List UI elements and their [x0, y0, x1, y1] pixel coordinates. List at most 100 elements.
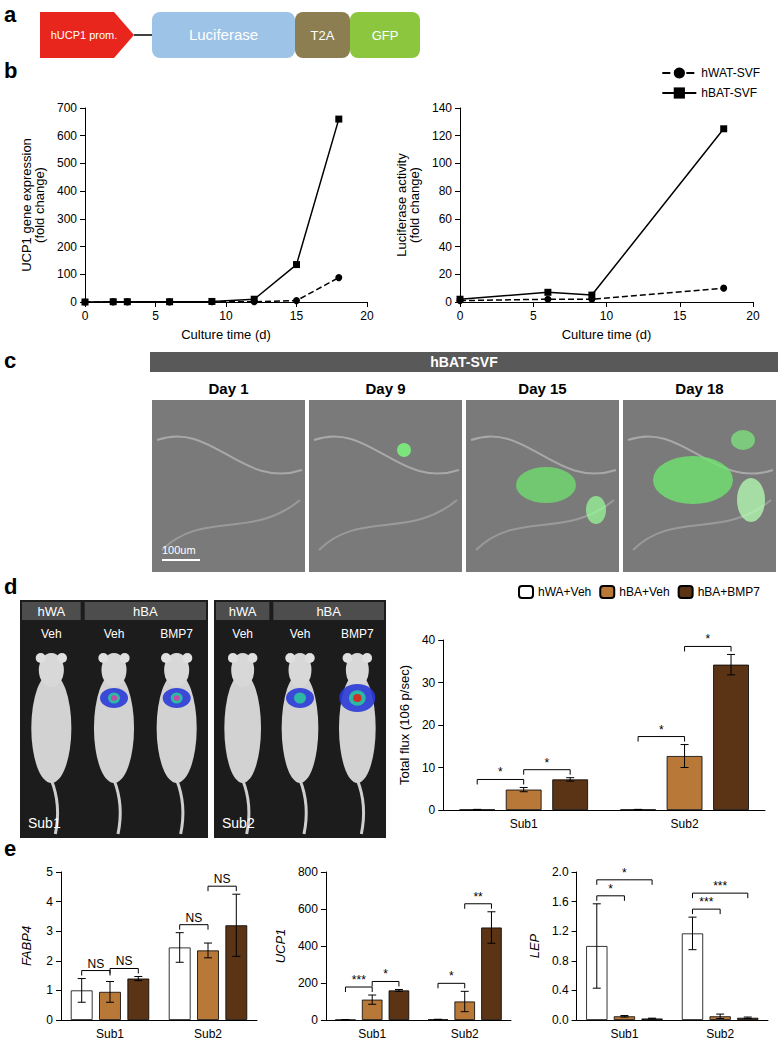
svg-text:hBAT-SVF: hBAT-SVF [430, 354, 498, 370]
svg-text:NS: NS [116, 954, 133, 968]
svg-text:30: 30 [422, 676, 436, 690]
svg-text:0: 0 [70, 295, 77, 309]
svg-text:hBA: hBA [316, 604, 341, 619]
svg-text:BMP7: BMP7 [341, 627, 374, 641]
svg-text:Day 15: Day 15 [518, 380, 566, 397]
svg-text:*: * [383, 967, 388, 981]
svg-text:*: * [705, 632, 710, 646]
svg-text:NS: NS [186, 911, 203, 925]
svg-text:4: 4 [46, 895, 53, 909]
svg-text:hWA: hWA [229, 604, 257, 619]
svg-text:d: d [4, 574, 17, 599]
svg-text:300: 300 [57, 212, 77, 226]
svg-text:5: 5 [152, 309, 159, 323]
svg-text:0: 0 [429, 803, 436, 817]
svg-text:0.0: 0.0 [552, 1013, 569, 1027]
svg-text:Sub2: Sub2 [194, 1027, 222, 1041]
svg-text:3: 3 [46, 924, 53, 938]
svg-text:0: 0 [445, 295, 452, 309]
svg-text:Veh: Veh [290, 627, 311, 641]
svg-text:10: 10 [600, 309, 614, 323]
svg-text:Sub2: Sub2 [671, 817, 699, 831]
svg-text:100: 100 [57, 267, 77, 281]
svg-text:60: 60 [439, 212, 453, 226]
svg-text:1.6: 1.6 [552, 895, 569, 909]
svg-text:1.2: 1.2 [552, 924, 569, 938]
svg-text:Sub2: Sub2 [222, 815, 255, 831]
svg-text:0: 0 [82, 309, 89, 323]
svg-text:20: 20 [439, 267, 453, 281]
svg-text:*: * [622, 866, 627, 880]
svg-text:0: 0 [311, 1013, 318, 1027]
svg-text:20: 20 [746, 309, 760, 323]
svg-text:Sub1: Sub1 [510, 817, 538, 831]
svg-text:Sub1: Sub1 [28, 815, 61, 831]
svg-text:Day 1: Day 1 [208, 380, 248, 397]
svg-text:b: b [4, 58, 17, 83]
svg-text:5: 5 [530, 309, 537, 323]
svg-text:600: 600 [298, 902, 318, 916]
svg-text:Total flux (106 p/sec): Total flux (106 p/sec) [397, 665, 412, 785]
svg-text:Sub2: Sub2 [451, 1027, 479, 1041]
svg-text:0.8: 0.8 [552, 954, 569, 968]
svg-text:200: 200 [57, 240, 77, 254]
svg-text:*: * [545, 756, 550, 770]
svg-text:Sub2: Sub2 [706, 1027, 734, 1041]
svg-text:GFP: GFP [372, 28, 399, 43]
svg-text:UCP1: UCP1 [273, 929, 288, 964]
svg-text:c: c [4, 348, 16, 373]
svg-text:hBAT-SVF: hBAT-SVF [701, 86, 757, 100]
svg-text:FABP4: FABP4 [19, 926, 34, 966]
svg-text:2.0: 2.0 [552, 865, 569, 879]
svg-text:BMP7: BMP7 [160, 627, 193, 641]
svg-text:Sub1: Sub1 [610, 1027, 638, 1041]
svg-text:1: 1 [46, 983, 53, 997]
svg-text:20: 20 [360, 309, 374, 323]
svg-text:15: 15 [673, 309, 687, 323]
svg-text:600: 600 [57, 129, 77, 143]
svg-text:15: 15 [290, 309, 304, 323]
svg-text:2: 2 [46, 954, 53, 968]
svg-text:**: ** [473, 890, 483, 904]
svg-text:400: 400 [57, 184, 77, 198]
svg-text:200: 200 [298, 976, 318, 990]
svg-text:(fold change): (fold change) [407, 167, 422, 243]
svg-text:Veh: Veh [232, 627, 253, 641]
svg-text:800: 800 [298, 865, 318, 879]
svg-text:NS: NS [88, 957, 105, 971]
svg-text:10: 10 [422, 761, 436, 775]
svg-text:*: * [449, 969, 454, 983]
svg-text:Sub1: Sub1 [96, 1027, 124, 1041]
svg-text:hUCP1 prom.: hUCP1 prom. [51, 29, 118, 41]
svg-text:Luciferase: Luciferase [189, 26, 258, 43]
svg-text:100: 100 [432, 156, 452, 170]
svg-text:e: e [4, 836, 16, 861]
svg-text:Sub1: Sub1 [358, 1027, 386, 1041]
svg-text:100um: 100um [162, 544, 196, 556]
svg-text:hBA+BMP7: hBA+BMP7 [698, 585, 761, 599]
svg-text:T2A: T2A [311, 28, 335, 43]
svg-text:5: 5 [46, 865, 53, 879]
svg-text:500: 500 [57, 156, 77, 170]
svg-text:Veh: Veh [41, 627, 62, 641]
svg-text:hWAT-SVF: hWAT-SVF [701, 66, 760, 80]
svg-text:Day 9: Day 9 [365, 380, 405, 397]
svg-text:0: 0 [46, 1013, 53, 1027]
svg-text:80: 80 [439, 184, 453, 198]
svg-text:(fold change): (fold change) [32, 167, 47, 243]
svg-text:hBA+Veh: hBA+Veh [619, 585, 669, 599]
svg-text:hWA+Veh: hWA+Veh [538, 585, 591, 599]
svg-text:***: *** [713, 879, 727, 893]
svg-text:40: 40 [439, 240, 453, 254]
svg-text:40: 40 [422, 633, 436, 647]
svg-text:0: 0 [457, 309, 464, 323]
svg-text:Culture time (d): Culture time (d) [181, 327, 271, 342]
svg-text:hBA: hBA [133, 604, 158, 619]
svg-text:20: 20 [422, 718, 436, 732]
svg-text:***: *** [699, 895, 713, 909]
svg-text:NS: NS [214, 872, 231, 886]
svg-text:400: 400 [298, 939, 318, 953]
svg-text:***: *** [352, 973, 366, 987]
svg-text:LEP: LEP [527, 933, 542, 958]
svg-text:700: 700 [57, 101, 77, 115]
